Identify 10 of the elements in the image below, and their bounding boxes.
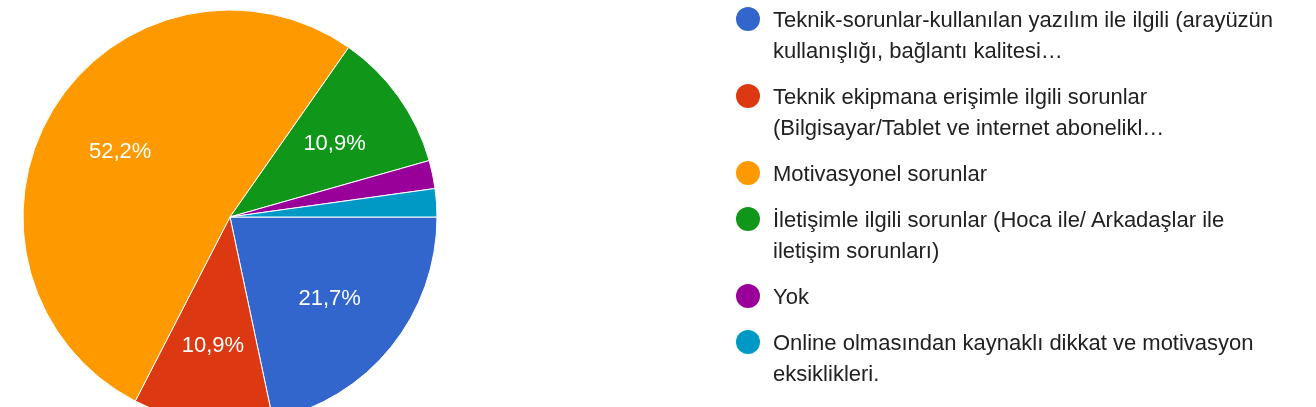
data-label: 21,7% xyxy=(298,285,361,311)
data-label: 10,9% xyxy=(181,331,245,357)
legend-label: Teknik ekipmana erişimle ilgili sorunlar (Bilgisayar/Tablet ve internet abonelikl… xyxy=(773,83,1166,142)
legend-label: Teknik-sorunlar-kullanılan yazılım ile ilgili (arayüzün kullanışlığı, bağlantı kalitesi… xyxy=(773,6,1275,65)
data-label: 52,2% xyxy=(88,138,152,164)
data-label: 10,9% xyxy=(303,130,366,156)
legend-label: Motivasyonel sorunlar xyxy=(773,160,988,188)
legend-label: İletişimle ilgili sorunlar (Hoca ile/ Arkadaşlar ile iletişim sorunları) xyxy=(773,206,1226,265)
legend-label: Yok xyxy=(773,283,810,311)
legend-label: Online olmasından kaynaklı dikkat ve motivasyon eksiklikleri. xyxy=(773,329,1255,388)
